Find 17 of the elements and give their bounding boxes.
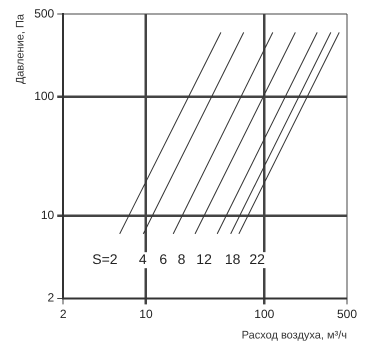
annotation: 12 [196,251,212,268]
x-tick-label: 500 [336,306,358,321]
x-axis-title: Расход воздуха, м³/ч [242,329,347,342]
y-axis-title: Давление, Па [14,13,27,84]
annotation: 22 [249,251,266,268]
annotation: 8 [178,251,186,268]
annotation: S=2 [92,251,118,268]
y-tick-label: 500 [34,6,55,20]
x-tick-label: 10 [139,306,153,321]
y-tick-label: 2 [48,290,55,305]
x-tick-label: 2 [60,306,67,321]
x-tick-label: 100 [254,306,275,321]
y-tick-label: 100 [34,89,55,104]
annotation: 6 [159,251,168,268]
y-tick-label: 10 [40,208,55,222]
annotation: 4 [138,251,147,268]
annotation: 18 [224,251,241,268]
